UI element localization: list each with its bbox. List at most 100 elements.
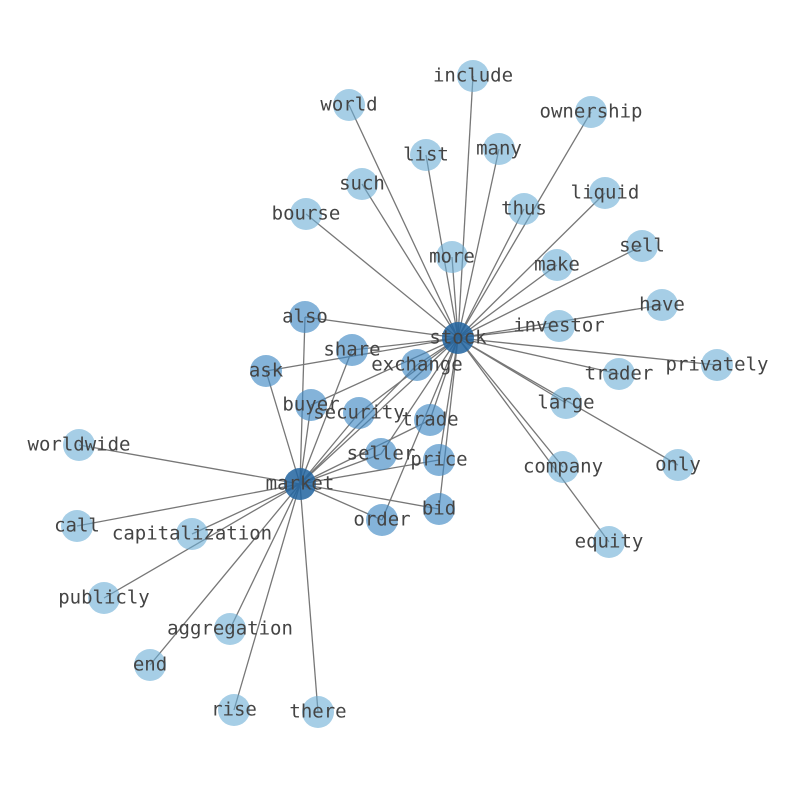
node — [436, 241, 468, 273]
edge — [457, 208, 525, 339]
node — [701, 349, 733, 381]
node-label: end — [133, 654, 167, 676]
node — [63, 429, 95, 461]
edge — [233, 483, 301, 711]
node-label: aggregation — [167, 618, 293, 640]
node — [423, 493, 455, 525]
node-label: make — [534, 254, 580, 276]
node — [593, 526, 625, 558]
edge — [304, 316, 459, 339]
node — [603, 358, 635, 390]
edge — [457, 264, 558, 339]
node-label: publicly — [58, 587, 150, 609]
node-label: seller — [347, 443, 416, 465]
node-label: list — [403, 144, 449, 166]
node — [541, 249, 573, 281]
node-label: call — [54, 515, 100, 537]
edge — [305, 213, 459, 339]
node — [575, 96, 607, 128]
node — [250, 355, 282, 387]
edge — [457, 148, 500, 339]
node — [336, 334, 368, 366]
node-label: ask — [249, 360, 284, 382]
node — [289, 301, 321, 333]
edge — [438, 337, 459, 510]
edge — [438, 337, 459, 461]
node-label: price — [410, 449, 467, 471]
node — [214, 613, 246, 645]
node — [457, 60, 489, 92]
node-label: stock — [429, 327, 487, 349]
edge — [457, 337, 610, 543]
edge — [229, 483, 301, 630]
node-label: order — [353, 509, 410, 531]
node-label: company — [523, 456, 603, 478]
node-label: more — [429, 246, 475, 268]
node-label: investor — [513, 315, 605, 337]
node — [543, 310, 575, 342]
node-label: many — [476, 138, 522, 160]
edge — [457, 111, 592, 339]
node-label: trade — [401, 409, 458, 431]
node — [442, 322, 474, 354]
node — [218, 694, 250, 726]
node-label: buyer — [282, 394, 339, 416]
node-label: privately — [666, 354, 769, 376]
node — [366, 504, 398, 536]
node — [343, 397, 375, 429]
node-label: security — [313, 402, 405, 424]
node — [483, 133, 515, 165]
node — [61, 510, 93, 542]
edge — [457, 337, 564, 468]
node — [414, 404, 446, 436]
node-label: sell — [619, 235, 665, 257]
edge — [380, 337, 459, 455]
node-label: worldwide — [28, 434, 131, 456]
node — [365, 438, 397, 470]
node-label: have — [639, 294, 685, 316]
node-label: equity — [575, 531, 644, 553]
node — [626, 230, 658, 262]
node-label: such — [339, 173, 385, 195]
node-label: market — [266, 473, 335, 495]
node-label: bourse — [272, 203, 341, 225]
node-label: bid — [422, 498, 456, 520]
edge — [299, 349, 353, 485]
node — [646, 289, 678, 321]
edge — [299, 483, 440, 510]
edge — [299, 483, 319, 713]
node-label: world — [320, 94, 377, 116]
edge — [351, 337, 459, 351]
edge — [457, 337, 718, 366]
node — [401, 349, 433, 381]
node — [423, 444, 455, 476]
edge — [457, 337, 620, 375]
node-label: only — [655, 454, 701, 476]
edge — [78, 444, 301, 485]
node-label: share — [323, 339, 380, 361]
edge — [299, 459, 440, 485]
edge — [457, 192, 606, 339]
node-label: ownership — [540, 101, 643, 123]
node — [290, 198, 322, 230]
node-label: exchange — [371, 354, 463, 376]
node — [295, 389, 327, 421]
node — [662, 449, 694, 481]
edge — [149, 483, 301, 666]
node-label: also — [282, 306, 328, 328]
node-label: trader — [585, 363, 654, 385]
node — [176, 518, 208, 550]
node — [333, 89, 365, 121]
node — [547, 451, 579, 483]
node — [508, 193, 540, 225]
node-label: liquid — [571, 182, 640, 204]
edge — [265, 370, 301, 485]
edge — [76, 483, 301, 527]
edge — [457, 75, 474, 339]
node-label: large — [537, 392, 594, 414]
node — [410, 139, 442, 171]
node — [589, 177, 621, 209]
node-label: thus — [501, 198, 547, 220]
node-label: include — [433, 65, 513, 87]
